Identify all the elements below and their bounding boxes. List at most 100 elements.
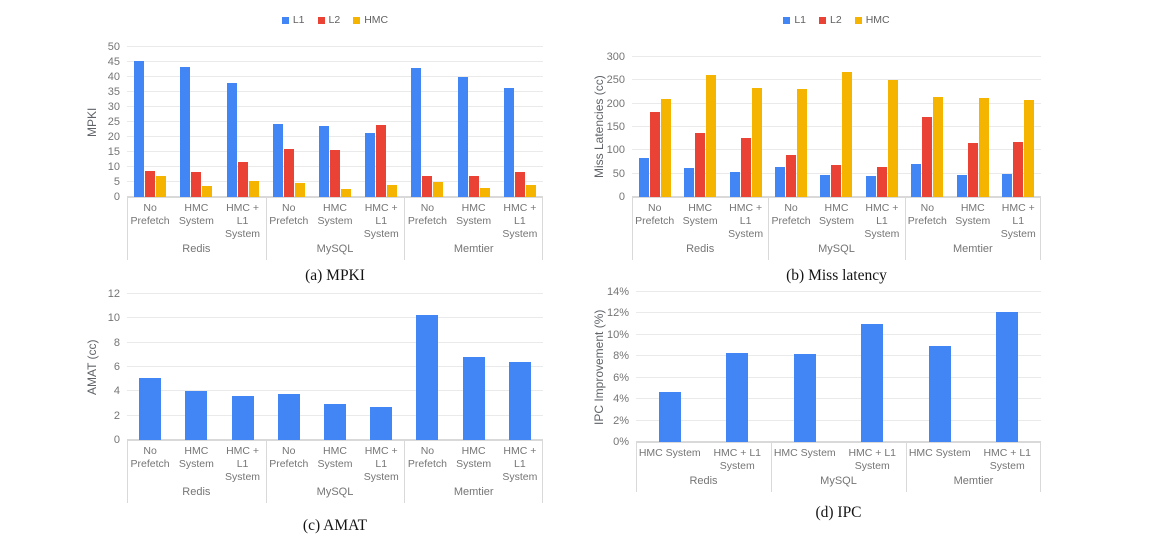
bar-l1 — [865, 176, 876, 197]
group-separator — [542, 441, 543, 503]
bar-group — [677, 57, 722, 197]
bar-l2 — [376, 125, 387, 197]
y-tick-label: 2 — [113, 409, 120, 422]
bar-ipc-improvement — [996, 312, 1019, 442]
group-separator — [1040, 443, 1041, 492]
y-axis-title: IPC Improvement (%) — [592, 309, 606, 425]
y-tick-label: 2% — [613, 414, 629, 427]
category-row: No Prefetch HMC System HMC + L1 System No P… — [127, 198, 543, 241]
category-label: HMC System — [456, 202, 492, 227]
group-label: Memtier — [952, 243, 993, 255]
group-row: Redis MySQL Memtier — [636, 475, 1041, 492]
y-tick-label: 20 — [107, 131, 120, 143]
y-tick-label: 50 — [107, 41, 120, 53]
plot-column: No Prefetch HMC System HMC + L1 System No P… — [127, 46, 543, 260]
category-label: No Prefetch — [269, 202, 309, 227]
y-tick-label: 40 — [107, 71, 120, 83]
category-label: No Prefetch — [407, 202, 447, 227]
legend-label: HMC — [364, 14, 389, 26]
bar-l2 — [967, 142, 978, 197]
y-tick-label: 5 — [113, 176, 120, 188]
bar-l2 — [876, 167, 887, 197]
bar-group — [127, 294, 173, 440]
bar-l2 — [283, 148, 294, 197]
bar-l1 — [134, 61, 145, 197]
category-label: HMC System — [317, 445, 353, 470]
bar-l1 — [911, 163, 922, 197]
bar-l1 — [365, 132, 376, 197]
group-label: Redis — [686, 243, 715, 255]
legend-item: HMC — [353, 14, 388, 26]
y-axis-title: MPKI — [85, 107, 99, 137]
legend-item: L2 — [317, 14, 340, 26]
category-label: HMC + L1 System — [502, 445, 538, 483]
bar-amat — [277, 394, 300, 440]
bar-hmc — [479, 187, 490, 197]
category-row: HMC System HMC + L1 System HMC System HMC +… — [636, 443, 1041, 473]
group-separator — [1040, 198, 1041, 260]
group-label: MySQL — [820, 475, 857, 487]
bar-l2 — [468, 176, 479, 197]
plot-area — [632, 56, 1041, 197]
y-tick-label: 0% — [613, 436, 629, 448]
category-label: HMC System — [317, 202, 353, 227]
category-label: HMC System — [955, 202, 991, 227]
y-tick-label: 10% — [606, 328, 629, 341]
bar-l2 — [329, 149, 340, 197]
bar-l1 — [729, 171, 740, 197]
bar-l2 — [649, 112, 660, 197]
group-separator — [636, 443, 637, 492]
group-label: Memtier — [453, 243, 494, 255]
y-tick-label: 45 — [107, 56, 120, 68]
category-label: HMC + L1 System — [225, 445, 261, 483]
y-tick-label: 200 — [606, 97, 625, 110]
chart-body: Miss Latencies (cc) 0 50 100 150 200 250 300 N… — [592, 51, 1041, 260]
bar-group — [312, 47, 358, 197]
caption-d: (d) IPC — [815, 504, 862, 521]
bar-l1 — [638, 157, 649, 197]
y-tick-label: 8% — [613, 350, 629, 363]
bar-amat — [508, 362, 531, 440]
category-label: No Prefetch — [269, 445, 309, 470]
category-label: HMC + L1 System — [502, 202, 538, 240]
category-label: HMC + L1 System — [728, 202, 764, 240]
y-tick-label: 0 — [113, 191, 120, 203]
y-tick-label: 150 — [606, 121, 625, 133]
legend-swatch-icon — [854, 16, 862, 24]
gridline — [636, 312, 1041, 314]
legend-item: L2 — [819, 14, 842, 26]
group-separator — [127, 441, 128, 503]
y-tick-label: 6 — [113, 361, 120, 373]
bar-hmc — [294, 182, 305, 197]
group-separator — [265, 198, 267, 260]
y-tick-label: 15 — [107, 146, 120, 158]
gridline — [636, 291, 1041, 292]
y-tick-label: 10 — [107, 312, 120, 325]
bar-group — [636, 292, 704, 442]
plot-area — [127, 46, 543, 197]
category-label: HMC System — [773, 447, 836, 459]
gridline — [127, 366, 543, 367]
group-separator — [905, 443, 907, 492]
y-axis-ticks: 0 5 10 15 20 25 30 35 40 45 50 — [99, 41, 127, 203]
bar-amat — [462, 357, 485, 440]
category-label: HMC System — [178, 202, 214, 227]
bar-amat — [185, 391, 208, 440]
bar-group — [451, 294, 497, 440]
group-separator — [770, 443, 772, 492]
bar-hmc — [202, 185, 213, 197]
group-separator — [404, 198, 406, 260]
group-separator — [127, 198, 128, 260]
gridline — [636, 419, 1041, 421]
group-separator — [904, 198, 906, 260]
bar-hmc — [933, 96, 944, 197]
bar-l2 — [695, 133, 706, 197]
y-tick-label: 14% — [606, 286, 629, 298]
category-label: HMC System — [456, 445, 492, 470]
chart-body: IPC Improvement (%) 0% 2% 4% 6% 8% 10% 12% 14% … — [592, 286, 1041, 492]
bar-hmc — [525, 184, 536, 197]
bar-group — [996, 57, 1041, 197]
group-label: Redis — [689, 475, 718, 487]
y-tick-label: 50 — [612, 167, 625, 180]
bar-l1 — [684, 167, 695, 197]
